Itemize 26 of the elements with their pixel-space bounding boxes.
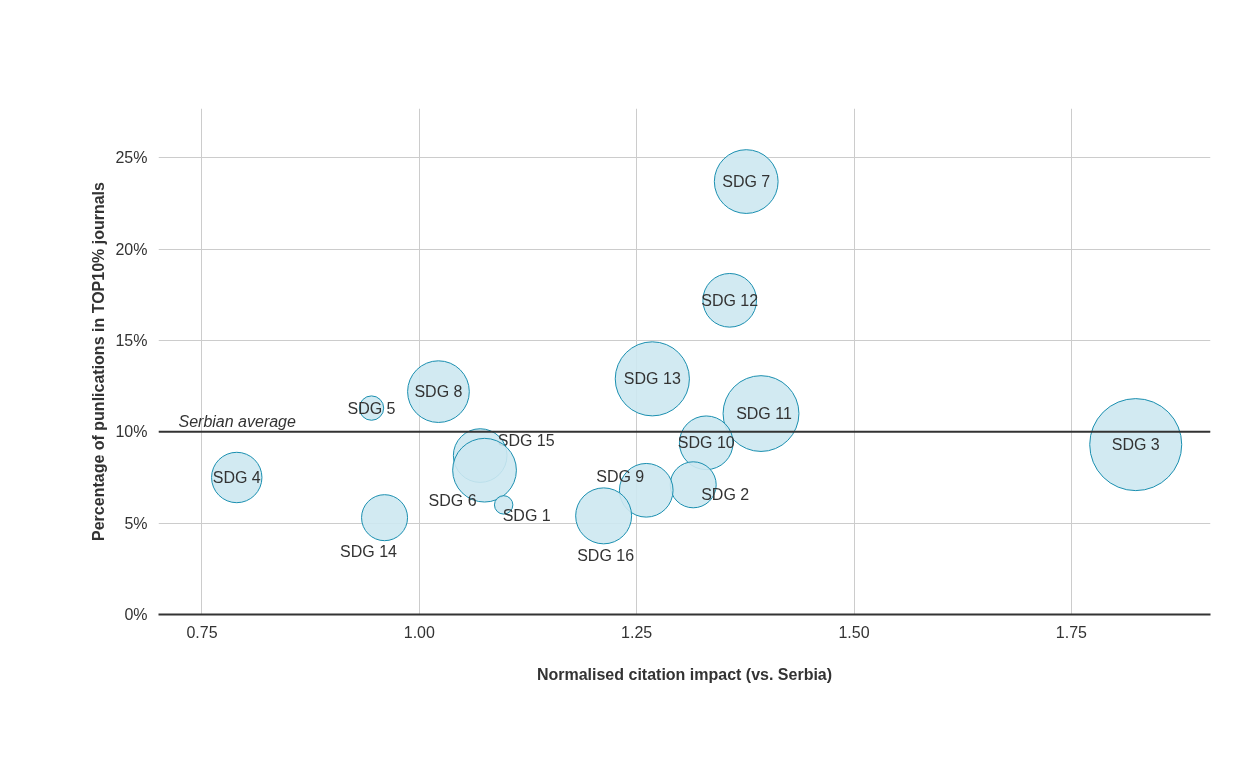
y-tick-label: 0%: [124, 606, 148, 623]
x-tick-label: 1.75: [1055, 623, 1088, 641]
series-label: SDG 14: [340, 543, 398, 561]
x-tick-label: 0.75: [186, 623, 218, 641]
y-tick-label: 5%: [124, 514, 148, 532]
series-label: SDG 12: [701, 291, 759, 309]
series-label: SDG 8: [414, 383, 463, 401]
series-label: SDG 11: [736, 405, 792, 423]
ref-line-label: Serbian average: [178, 412, 297, 430]
y-axis-title: Percentage of punlications in TOP10% journals: [90, 181, 108, 541]
y-tick-label: 20%: [115, 240, 148, 258]
series-label: SDG 7: [722, 173, 771, 191]
x-tick-label: 1.00: [403, 623, 435, 641]
x-axis-title: Normalised citation impact (vs. Serbia): [536, 665, 833, 683]
series-label: SDG 13: [623, 370, 681, 388]
series-label: SDG 4: [212, 469, 261, 486]
series-label: SDG 1: [502, 507, 551, 525]
series-label: SDG 16: [577, 547, 635, 565]
y-tick-label: 15%: [115, 331, 148, 349]
y-tick-label: 25%: [115, 149, 148, 167]
y-tick-label: 10%: [115, 423, 148, 441]
series-label: SDG 5: [347, 399, 396, 417]
series-label: SDG 10: [677, 434, 735, 452]
series-label: SDG 3: [1111, 436, 1160, 454]
x-tick-label: 1.50: [838, 623, 870, 641]
x-tick-label: 1.25: [621, 623, 653, 641]
